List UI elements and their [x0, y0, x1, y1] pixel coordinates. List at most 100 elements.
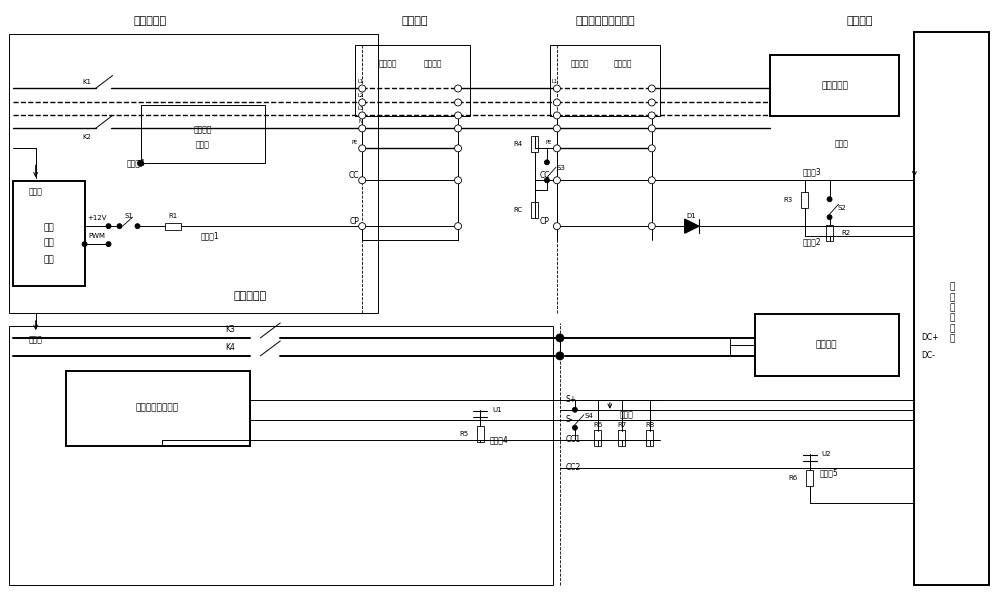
Bar — [9, 326, 553, 585]
Bar — [531, 136, 538, 152]
Text: L1: L1 — [357, 79, 363, 84]
Circle shape — [553, 112, 560, 119]
Text: CP: CP — [349, 216, 359, 225]
Text: +12V: +12V — [87, 215, 106, 221]
Text: PE: PE — [546, 140, 552, 145]
Circle shape — [648, 125, 655, 132]
Bar — [9, 33, 378, 313]
Circle shape — [648, 99, 655, 106]
Circle shape — [553, 85, 560, 92]
Circle shape — [572, 425, 577, 430]
Text: CC1: CC1 — [566, 435, 581, 444]
Circle shape — [827, 197, 832, 202]
Text: 车辆交直流充电接口: 车辆交直流充电接口 — [575, 16, 635, 26]
Circle shape — [553, 125, 560, 132]
Circle shape — [556, 334, 564, 342]
Bar — [646, 430, 653, 446]
Circle shape — [138, 160, 143, 166]
Text: 供电接口: 供电接口 — [402, 16, 428, 26]
Text: K3: K3 — [225, 325, 235, 334]
Text: N: N — [358, 119, 362, 124]
Text: DC-: DC- — [921, 352, 935, 361]
Circle shape — [455, 99, 462, 106]
Circle shape — [82, 242, 87, 246]
Bar — [13, 181, 85, 286]
Text: R1: R1 — [169, 213, 178, 219]
Polygon shape — [685, 219, 699, 233]
Text: R6: R6 — [593, 422, 602, 428]
Bar — [140, 105, 265, 163]
Text: R7: R7 — [617, 422, 626, 428]
Text: 装置: 装置 — [43, 255, 54, 264]
Text: 直流充电桩: 直流充电桩 — [234, 291, 267, 301]
Text: K1: K1 — [83, 78, 92, 84]
Text: 供电: 供电 — [43, 224, 54, 233]
Text: DC+: DC+ — [921, 334, 939, 343]
Text: 检测点2: 检测点2 — [802, 237, 821, 246]
Circle shape — [553, 222, 560, 230]
Bar — [826, 225, 833, 241]
Circle shape — [553, 177, 560, 184]
Text: PWM: PWM — [88, 233, 105, 239]
Circle shape — [455, 125, 462, 132]
Circle shape — [359, 125, 366, 132]
Circle shape — [359, 177, 366, 184]
Text: 高压电池: 高压电池 — [816, 340, 837, 349]
Circle shape — [359, 222, 366, 230]
Text: R6: R6 — [788, 475, 798, 481]
Bar — [355, 45, 470, 117]
Text: S4: S4 — [585, 413, 594, 419]
Bar — [618, 430, 625, 446]
Circle shape — [556, 352, 564, 360]
Bar — [770, 54, 899, 117]
Circle shape — [359, 145, 366, 152]
Text: 车身地: 车身地 — [835, 139, 848, 148]
Circle shape — [648, 222, 655, 230]
Text: S3: S3 — [557, 165, 566, 171]
Text: 检测点3: 检测点3 — [802, 168, 821, 177]
Circle shape — [553, 99, 560, 106]
Text: U2: U2 — [822, 451, 831, 457]
Circle shape — [648, 112, 655, 119]
Circle shape — [106, 224, 111, 228]
Text: 车辆插座: 车辆插座 — [614, 59, 632, 68]
Text: R4: R4 — [514, 141, 523, 147]
Bar — [806, 469, 813, 486]
Text: 设备地: 设备地 — [29, 188, 43, 197]
Circle shape — [648, 145, 655, 152]
Text: 剩余电流: 剩余电流 — [193, 125, 212, 134]
Text: U1: U1 — [492, 407, 502, 413]
Text: 车载充电器: 车载充电器 — [821, 81, 848, 90]
Bar — [477, 426, 484, 442]
Text: R8: R8 — [645, 422, 654, 428]
Text: R3: R3 — [783, 197, 793, 203]
Text: R2: R2 — [842, 230, 851, 236]
Text: 供电插座: 供电插座 — [379, 59, 397, 68]
Circle shape — [359, 99, 366, 106]
Circle shape — [544, 160, 549, 165]
Circle shape — [135, 224, 140, 228]
Circle shape — [455, 177, 462, 184]
Text: CP: CP — [540, 216, 550, 225]
Text: PE: PE — [351, 140, 357, 145]
Text: 交流充电桩: 交流充电桩 — [134, 16, 167, 26]
Text: 车身地: 车身地 — [620, 410, 634, 419]
Text: L2: L2 — [357, 93, 363, 98]
Circle shape — [455, 145, 462, 152]
Circle shape — [455, 112, 462, 119]
Text: S-: S- — [566, 415, 573, 424]
Text: L3: L3 — [357, 106, 363, 111]
Bar — [165, 222, 181, 230]
Circle shape — [572, 407, 577, 412]
Circle shape — [359, 85, 366, 92]
Text: L1: L1 — [552, 79, 558, 84]
Text: 设备地: 设备地 — [29, 335, 43, 344]
Text: R5: R5 — [459, 431, 468, 437]
Text: 控制: 控制 — [43, 239, 54, 248]
Bar — [801, 192, 808, 208]
Text: 检测点1: 检测点1 — [201, 231, 220, 240]
Circle shape — [648, 85, 655, 92]
Circle shape — [827, 215, 832, 219]
Text: 供电插头: 供电插头 — [424, 59, 442, 68]
Text: RC: RC — [514, 207, 523, 213]
